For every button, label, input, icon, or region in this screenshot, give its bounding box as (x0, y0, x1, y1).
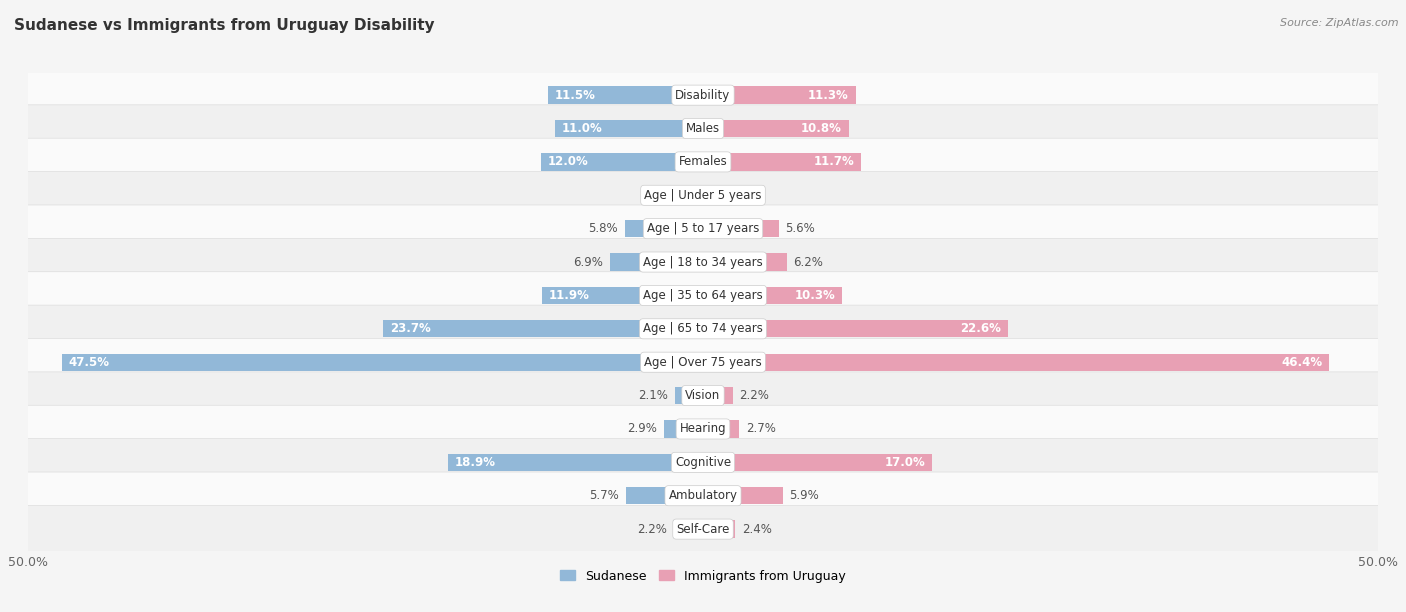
Bar (703, 187, 720, 204)
Text: Age | Under 5 years: Age | Under 5 years (644, 188, 762, 202)
FancyBboxPatch shape (24, 472, 1382, 520)
FancyBboxPatch shape (24, 205, 1382, 252)
Text: 12.0%: 12.0% (548, 155, 589, 168)
Text: Source: ZipAtlas.com: Source: ZipAtlas.com (1281, 18, 1399, 28)
FancyBboxPatch shape (24, 506, 1382, 553)
Text: 2.2%: 2.2% (740, 389, 769, 402)
Bar (703, 220, 779, 237)
Text: Age | 5 to 17 years: Age | 5 to 17 years (647, 222, 759, 235)
Bar (703, 420, 740, 438)
Text: 23.7%: 23.7% (389, 323, 430, 335)
Bar (624, 220, 703, 237)
Text: Males: Males (686, 122, 720, 135)
Text: Self-Care: Self-Care (676, 523, 730, 536)
Bar (688, 187, 703, 204)
Bar (703, 153, 860, 171)
Bar (703, 354, 1329, 371)
Bar (703, 120, 849, 137)
Text: Females: Females (679, 155, 727, 168)
Bar (548, 86, 703, 104)
Text: 5.7%: 5.7% (589, 489, 619, 502)
Text: Disability: Disability (675, 89, 731, 102)
Bar (541, 153, 703, 171)
Text: 2.2%: 2.2% (637, 523, 666, 536)
Text: Age | 65 to 74 years: Age | 65 to 74 years (643, 323, 763, 335)
Text: 5.9%: 5.9% (789, 489, 820, 502)
Bar (703, 287, 842, 304)
FancyBboxPatch shape (24, 171, 1382, 219)
Bar (626, 487, 703, 504)
Bar (554, 120, 703, 137)
Text: 2.9%: 2.9% (627, 422, 657, 436)
Text: 10.8%: 10.8% (801, 122, 842, 135)
Text: 47.5%: 47.5% (69, 356, 110, 368)
Bar (703, 387, 733, 405)
Bar (610, 253, 703, 271)
Bar (543, 287, 703, 304)
Text: 6.2%: 6.2% (793, 256, 824, 269)
FancyBboxPatch shape (24, 338, 1382, 386)
Text: Age | Over 75 years: Age | Over 75 years (644, 356, 762, 368)
Text: 11.0%: 11.0% (561, 122, 602, 135)
Text: 46.4%: 46.4% (1281, 356, 1323, 368)
Text: 11.7%: 11.7% (814, 155, 855, 168)
Text: Hearing: Hearing (679, 422, 727, 436)
FancyBboxPatch shape (24, 138, 1382, 185)
FancyBboxPatch shape (24, 305, 1382, 353)
Legend: Sudanese, Immigrants from Uruguay: Sudanese, Immigrants from Uruguay (555, 564, 851, 588)
Text: Vision: Vision (685, 389, 721, 402)
Text: 18.9%: 18.9% (454, 456, 496, 469)
Text: 5.8%: 5.8% (588, 222, 619, 235)
Text: 2.7%: 2.7% (747, 422, 776, 436)
FancyBboxPatch shape (24, 105, 1382, 152)
Bar (449, 453, 703, 471)
Text: 17.0%: 17.0% (884, 456, 925, 469)
Text: Age | 18 to 34 years: Age | 18 to 34 years (643, 256, 763, 269)
Bar (703, 487, 783, 504)
Bar (673, 520, 703, 538)
Text: 11.9%: 11.9% (550, 289, 591, 302)
FancyBboxPatch shape (24, 405, 1382, 453)
Bar (703, 520, 735, 538)
Text: 1.1%: 1.1% (651, 188, 682, 202)
Bar (703, 453, 932, 471)
Text: 1.2%: 1.2% (725, 188, 756, 202)
Bar (664, 420, 703, 438)
Text: 2.1%: 2.1% (638, 389, 668, 402)
Bar (62, 354, 703, 371)
Bar (382, 320, 703, 337)
Text: 22.6%: 22.6% (960, 323, 1001, 335)
Text: 11.5%: 11.5% (554, 89, 595, 102)
Text: Cognitive: Cognitive (675, 456, 731, 469)
Text: 10.3%: 10.3% (794, 289, 835, 302)
FancyBboxPatch shape (24, 439, 1382, 486)
Text: 2.4%: 2.4% (742, 523, 772, 536)
FancyBboxPatch shape (24, 272, 1382, 319)
Bar (675, 387, 703, 405)
FancyBboxPatch shape (24, 238, 1382, 286)
Bar (703, 320, 1008, 337)
Bar (703, 86, 855, 104)
FancyBboxPatch shape (24, 372, 1382, 419)
Text: Age | 35 to 64 years: Age | 35 to 64 years (643, 289, 763, 302)
Text: 6.9%: 6.9% (574, 256, 603, 269)
FancyBboxPatch shape (24, 72, 1382, 119)
Text: 5.6%: 5.6% (786, 222, 815, 235)
Bar (703, 253, 787, 271)
Text: 11.3%: 11.3% (808, 89, 849, 102)
Text: Sudanese vs Immigrants from Uruguay Disability: Sudanese vs Immigrants from Uruguay Disa… (14, 18, 434, 34)
Text: Ambulatory: Ambulatory (668, 489, 738, 502)
